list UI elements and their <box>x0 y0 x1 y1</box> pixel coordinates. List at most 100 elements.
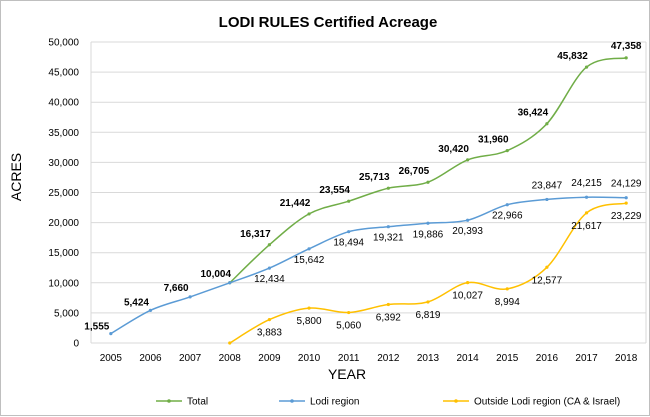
data-label-lodi-region: 20,393 <box>452 226 483 237</box>
data-point-outside-lodi <box>307 306 311 310</box>
x-tick-label: 2017 <box>575 353 598 364</box>
x-tick-label: 2012 <box>377 353 400 364</box>
legend-marker-lodi-region <box>290 399 294 403</box>
y-tick-label: 20,000 <box>48 218 79 229</box>
y-tick-label: 50,000 <box>48 38 79 49</box>
data-label-total: 10,004 <box>200 269 231 280</box>
data-label-total: 26,705 <box>399 166 430 177</box>
data-label-lodi-region: 23,847 <box>532 180 563 191</box>
data-label-outside-lodi: 5,060 <box>336 321 361 332</box>
data-label-lodi-region: 18,494 <box>333 238 364 249</box>
data-point-lodi-region <box>584 195 589 199</box>
legend: Total Lodi region Outside Lodi region (CA … <box>156 397 620 408</box>
data-label-total: 30,420 <box>438 144 469 155</box>
data-point-outside-lodi <box>466 281 470 285</box>
x-tick-label: 2016 <box>536 353 559 364</box>
x-tick-label: 2009 <box>258 353 281 364</box>
data-point-total <box>267 243 271 247</box>
data-label-lodi-region: 5,424 <box>124 297 149 308</box>
data-point-total <box>466 158 470 162</box>
x-axis-ticks: 2005 2006 2007 2008 2009 2010 2011 2012 2013 2014… <box>100 353 638 364</box>
data-label-lodi-region: 15,642 <box>294 255 325 266</box>
x-tick-label: 2006 <box>139 353 162 364</box>
x-tick-label: 2011 <box>338 353 360 364</box>
data-point-total <box>347 199 351 203</box>
data-label-outside-lodi: 12,577 <box>532 275 563 286</box>
data-point-lodi-region <box>148 308 153 312</box>
data-label-total: 47,358 <box>611 41 642 52</box>
gridlines <box>90 41 647 344</box>
data-label-outside-lodi: 8,994 <box>495 297 520 308</box>
data-label-lodi-region: 19,321 <box>373 233 404 244</box>
chart-title: LODI RULES Certified Acreage <box>219 14 438 31</box>
data-label-lodi-region: 24,129 <box>611 179 642 190</box>
data-label-lodi-region: 22,966 <box>492 211 523 222</box>
data-label-lodi-region: 19,886 <box>413 229 444 240</box>
y-tick-label: 0 <box>73 339 79 350</box>
data-label-total: 25,713 <box>359 172 390 183</box>
x-tick-label: 2018 <box>615 353 638 364</box>
data-label-outside-lodi: 6,819 <box>415 310 440 321</box>
data-point-lodi-region <box>307 247 311 251</box>
data-labels: 10,004 16,317 21,442 23,554 25,713 26,705 30,4… <box>84 41 642 339</box>
data-label-outside-lodi: 10,027 <box>452 291 483 302</box>
series-line-lodi-region <box>110 196 627 335</box>
data-point-outside-lodi <box>584 211 589 215</box>
data-label-lodi-region: 1,555 <box>84 322 109 333</box>
data-point-lodi-region <box>188 295 192 299</box>
y-tick-label: 10,000 <box>48 278 79 289</box>
data-point-outside-lodi <box>228 341 232 345</box>
data-label-outside-lodi: 23,229 <box>611 211 642 222</box>
y-axis-title: ACRES <box>8 153 24 201</box>
data-point-lodi-region <box>426 221 430 225</box>
x-tick-label: 2013 <box>417 353 440 364</box>
x-tick-label: 2008 <box>219 353 242 364</box>
data-label-total: 16,317 <box>240 229 271 240</box>
data-point-lodi-region <box>347 230 351 234</box>
legend-marker-outside-lodi <box>454 399 458 403</box>
data-label-outside-lodi: 6,392 <box>376 313 401 324</box>
data-point-total <box>545 122 549 126</box>
legend-label-lodi-region: Lodi region <box>310 397 359 408</box>
data-point-outside-lodi <box>505 287 509 291</box>
data-label-outside-lodi: 21,617 <box>571 221 602 232</box>
data-point-total <box>624 56 628 60</box>
y-tick-label: 45,000 <box>48 68 79 79</box>
y-tick-label: 30,000 <box>48 158 79 169</box>
data-point-outside-lodi <box>267 318 271 322</box>
data-point-lodi-region <box>386 225 390 229</box>
data-label-total: 23,554 <box>319 185 350 196</box>
data-point-total <box>307 212 311 216</box>
data-point-lodi-region <box>267 266 271 270</box>
y-axis-ticks: 0 5,000 10,000 15,000 20,000 25,000 30,000 35,0… <box>48 38 79 350</box>
data-point-outside-lodi <box>386 302 390 307</box>
data-point-outside-lodi <box>347 310 351 315</box>
data-point-lodi-region <box>545 197 549 202</box>
data-point-lodi-region <box>466 218 470 222</box>
y-tick-label: 5,000 <box>54 308 79 319</box>
data-point-lodi-region <box>109 332 113 336</box>
data-point-total <box>505 149 509 153</box>
data-point-total <box>426 180 430 184</box>
y-tick-label: 15,000 <box>48 248 79 259</box>
y-tick-label: 40,000 <box>48 98 79 109</box>
data-label-outside-lodi: 5,800 <box>297 316 322 327</box>
data-point-lodi-region <box>624 196 628 200</box>
data-point-total <box>584 65 589 69</box>
y-tick-label: 25,000 <box>48 188 79 199</box>
data-point-outside-lodi <box>426 300 430 304</box>
data-label-lodi-region: 7,660 <box>164 283 189 294</box>
series-lines <box>109 56 628 345</box>
data-label-total: 36,424 <box>518 108 549 119</box>
data-label-outside-lodi: 3,883 <box>257 328 282 339</box>
legend-label-total: Total <box>187 397 208 408</box>
x-tick-label: 2007 <box>179 353 202 364</box>
x-tick-label: 2010 <box>298 353 321 364</box>
data-label-lodi-region: 24,215 <box>571 178 602 189</box>
data-point-lodi-region <box>505 203 509 207</box>
y-tick-label: 35,000 <box>48 128 79 139</box>
legend-marker-total <box>167 399 171 403</box>
data-label-total: 21,442 <box>280 198 311 209</box>
